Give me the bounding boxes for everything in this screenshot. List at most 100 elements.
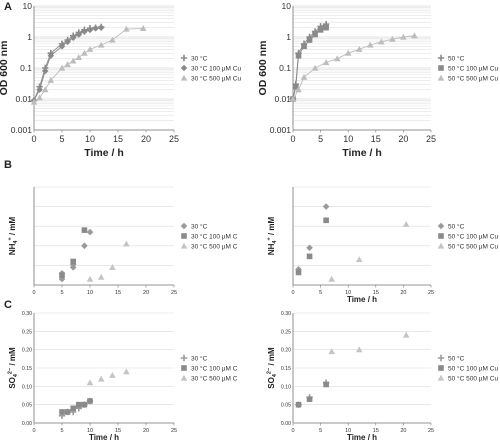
data-point [312, 31, 318, 38]
x-tick-label: 20 [141, 134, 151, 144]
data-point [30, 98, 38, 105]
y-tick-label: 0.15 [281, 366, 291, 372]
legend-entry: 30 °C 500 µM Cu [191, 75, 241, 83]
data-point [58, 64, 66, 71]
panel-letter: B [4, 159, 12, 171]
data-point [75, 31, 83, 38]
data-point [97, 273, 105, 280]
series-3 [328, 331, 410, 355]
data-point [328, 275, 335, 282]
data-point [81, 227, 88, 233]
y-axis-label: SO42− / mM [8, 347, 20, 389]
x-tick-label: 25 [171, 428, 177, 434]
data-point [86, 228, 94, 236]
legend-entry: 50 °C [448, 355, 465, 363]
y-tick-label: 0.00 [22, 421, 32, 427]
y-tick-label: 0.20 [22, 348, 32, 354]
data-point [328, 348, 335, 355]
data-point [123, 240, 130, 247]
y-axis-label: NH4+ / mM [267, 217, 279, 256]
series-2 [59, 227, 88, 278]
legend-marker [180, 74, 188, 81]
legend: 30 °C 30 °C 100 µM C 30 °C 500 µM C [180, 355, 238, 383]
y-tick-label: 0.10 [281, 384, 291, 390]
y-tick-label: 10 [282, 1, 292, 11]
x-tick-label: 10 [85, 134, 95, 144]
series-1 [289, 20, 330, 103]
data-point [47, 52, 55, 59]
legend-marker [180, 242, 188, 249]
data-point [323, 381, 329, 388]
data-point [109, 264, 116, 270]
y-tick-label: 0.25 [22, 329, 32, 335]
data-point [70, 258, 76, 265]
data-point [76, 401, 82, 408]
data-point [323, 24, 329, 31]
panel-letter: A [4, 1, 12, 13]
data-point [64, 38, 71, 46]
data-point [139, 25, 147, 31]
x-tick-label: 20 [398, 134, 408, 144]
data-point [81, 49, 88, 56]
x-tick-label: 0 [32, 428, 35, 434]
data-point [41, 86, 49, 93]
legend-entry: 50 °C 100 µM Cu [448, 233, 498, 241]
y-tick-label: 0.001 [270, 125, 292, 135]
legend: 50 °C 50 °C 100 µM Cu 50 °C 500 µM Cu [437, 55, 498, 83]
data-point [306, 244, 313, 252]
x-axis-label: Time / h [347, 295, 377, 304]
legend-entry: 30 °C 500 µM C [191, 375, 238, 383]
chart-panel-2: 0 5 10 15 20 25 0.001 0.01 0.1 1 10 Time / h OD 600 … [257, 1, 498, 159]
data-point [311, 64, 319, 71]
x-tick-label: 5 [59, 134, 64, 144]
y-tick-label: 0.15 [22, 366, 32, 372]
series-3 [86, 240, 130, 282]
data-point [344, 49, 352, 56]
data-point [402, 331, 410, 338]
y-axis-label: OD 600 nm [0, 41, 10, 96]
series-2 [295, 381, 329, 408]
y-tick-label: 0.001 [11, 125, 33, 135]
chart-panel-5: 0 5 10 15 20 25 0.00 0.05 0.10 0.15 0.20 0.25 0.30 Ti… [4, 299, 238, 441]
x-tick-label: 0 [291, 428, 294, 434]
data-point [400, 33, 407, 40]
legend-marker [438, 365, 444, 371]
chart-panel-1: 0 5 10 15 20 25 0.001 0.01 0.1 1 10 Time / h OD 600 … [0, 1, 241, 159]
legend-marker [437, 222, 445, 230]
x-tick-label: 5 [318, 134, 323, 144]
x-tick-label: 20 [143, 428, 149, 434]
data-point [109, 372, 116, 378]
x-tick-label: 10 [343, 134, 353, 144]
legend-entry: 50 °C 500 µM Cu [448, 75, 498, 83]
x-axis-label: Time / h [84, 147, 123, 159]
data-point [92, 25, 99, 32]
data-point [333, 55, 341, 62]
x-tick-label: 5 [60, 290, 63, 296]
x-tick-label: 5 [319, 428, 322, 434]
data-point [86, 275, 94, 282]
y-tick-label: 0.25 [281, 329, 291, 335]
series-line [33, 27, 144, 103]
data-point [322, 203, 330, 210]
x-tick-label: 15 [113, 134, 123, 144]
data-point [59, 409, 65, 415]
x-tick-label: 20 [400, 428, 406, 434]
data-point [300, 74, 308, 80]
x-axis-label: Time / h [347, 433, 377, 441]
data-point [87, 398, 93, 404]
legend-marker [180, 64, 188, 72]
legend-entry: 50 °C 100 µM Cu [448, 65, 498, 73]
x-tick-label: 10 [345, 290, 351, 296]
y-axis-label: SO42− / mM [267, 347, 279, 389]
data-point [97, 24, 105, 31]
y-tick-label: 0.30 [22, 311, 32, 317]
series-3 [328, 220, 410, 282]
data-point [70, 405, 76, 412]
legend-marker [180, 222, 188, 230]
data-point [322, 59, 330, 66]
legend-marker [437, 74, 445, 81]
data-point [64, 61, 71, 68]
x-tick-label: 5 [60, 428, 63, 434]
legend-entry: 50 °C 100 µM Cu [448, 365, 498, 373]
x-tick-label: 0 [31, 134, 36, 144]
